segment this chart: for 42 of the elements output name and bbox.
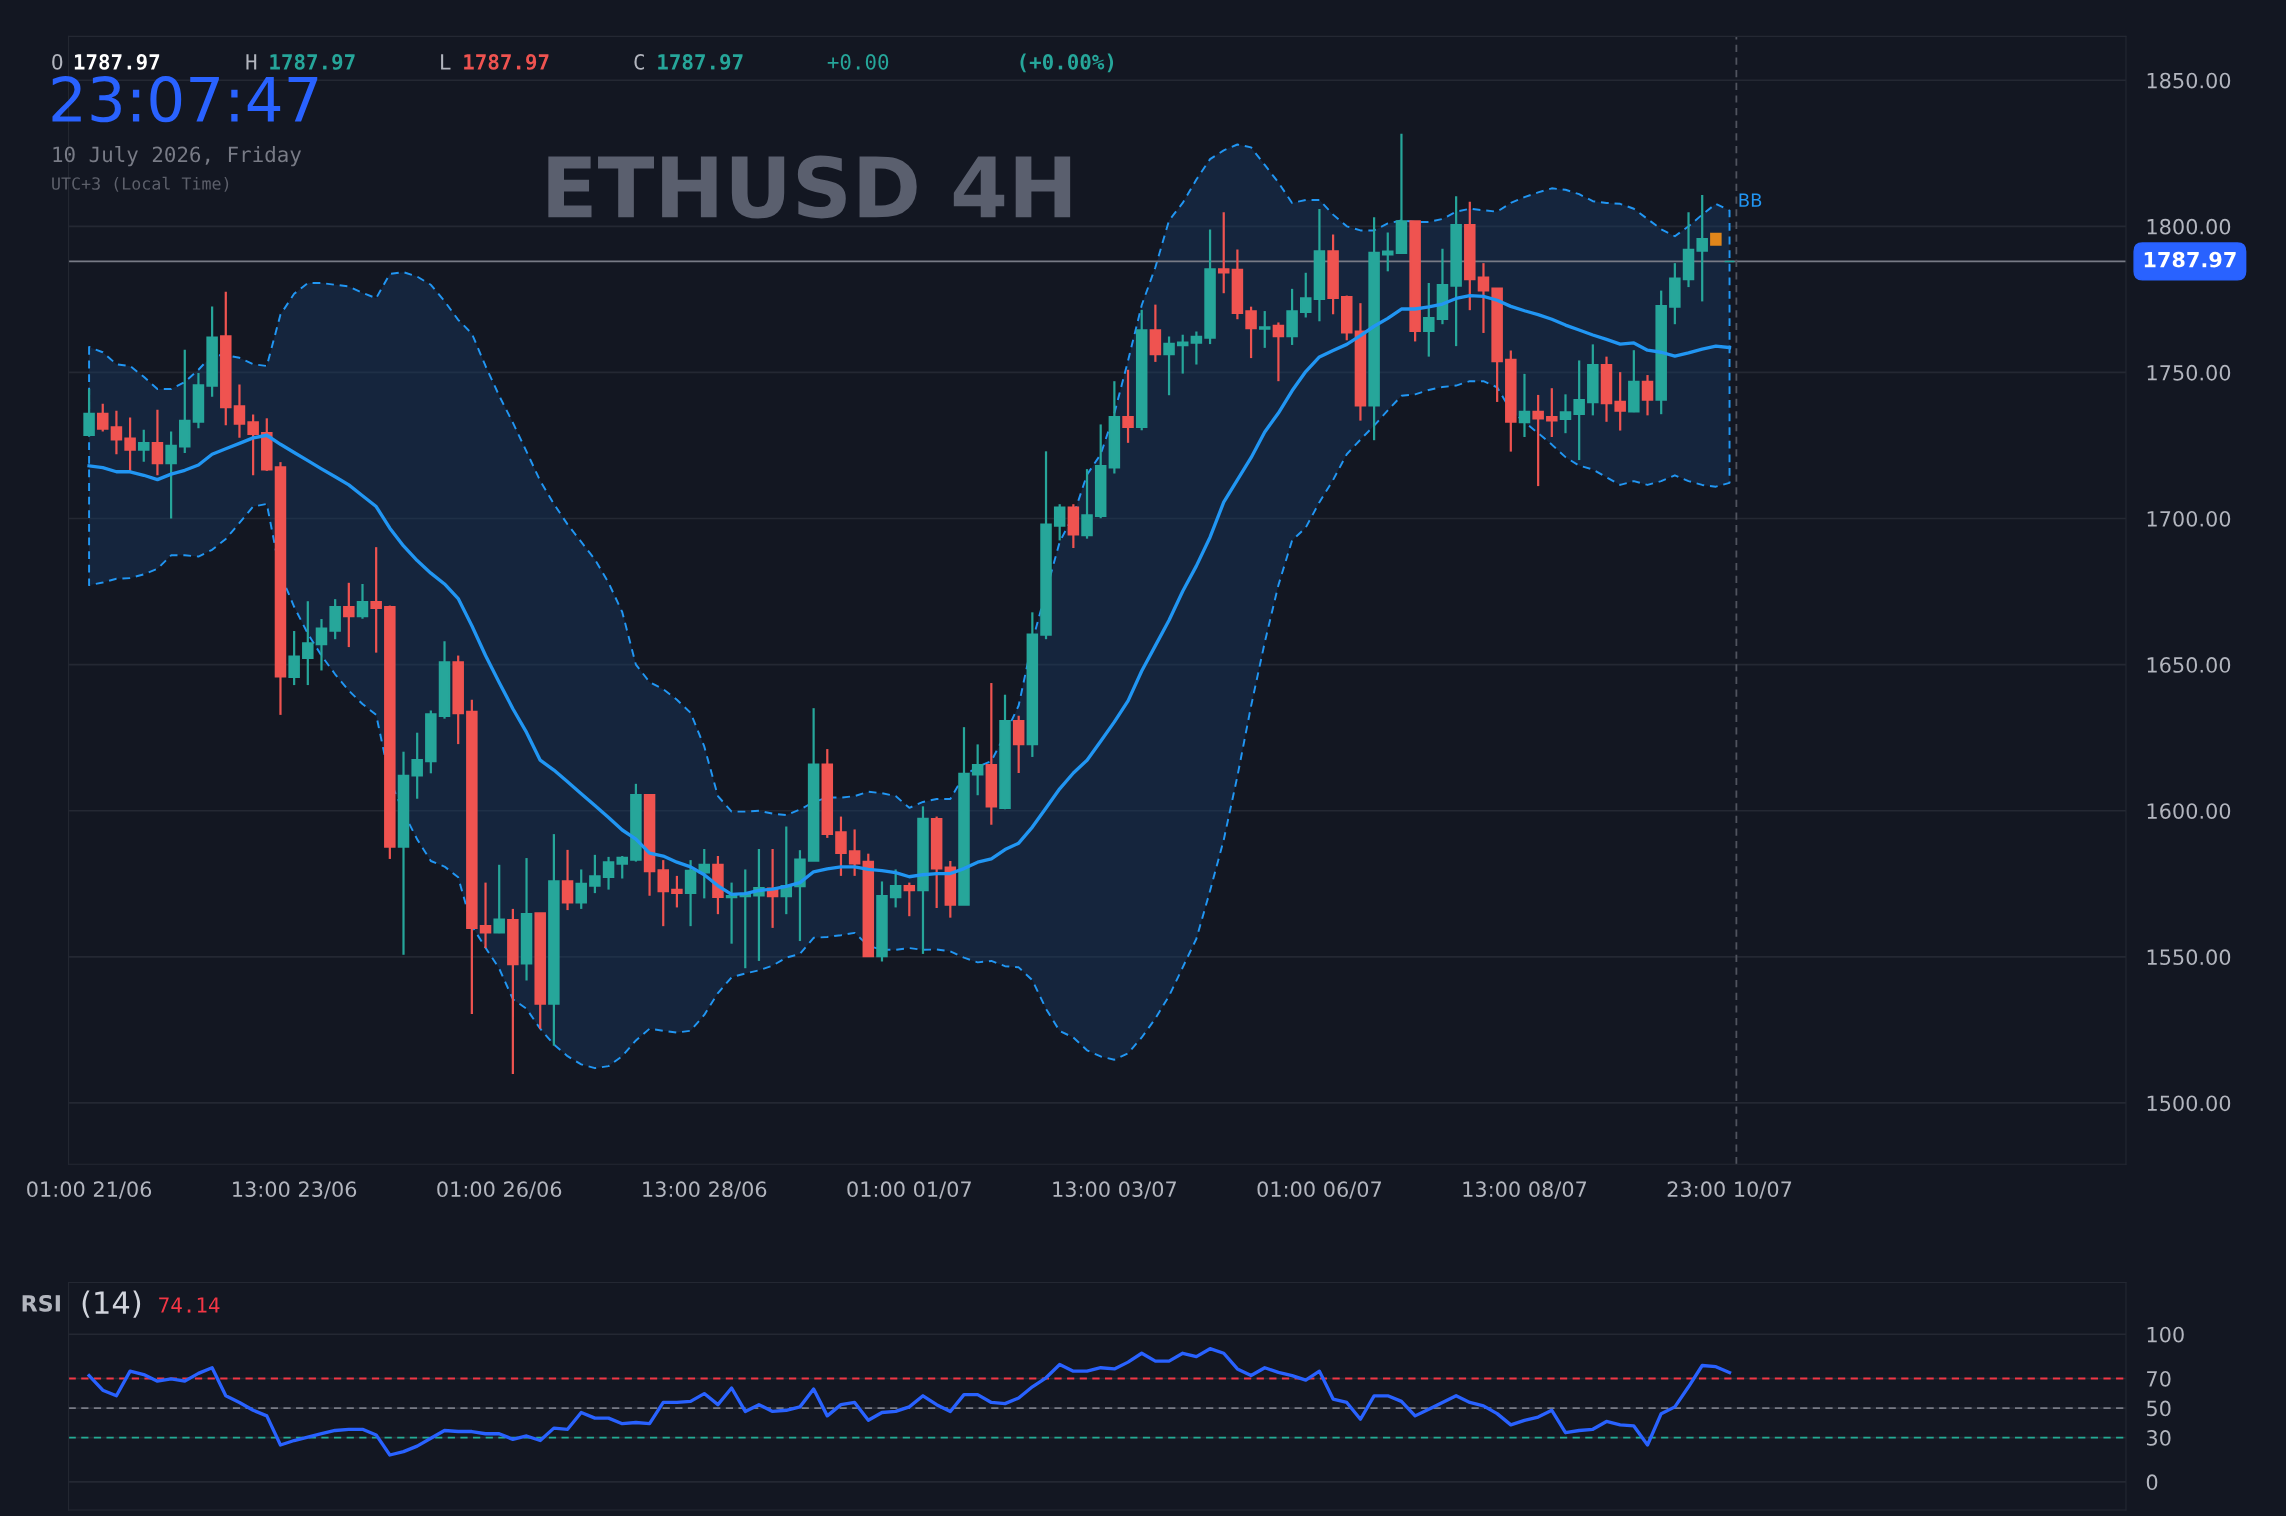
x-tick-label: 13:00 28/06 xyxy=(643,1181,767,1199)
text: ETHUSD 4H xyxy=(548,155,1071,219)
annotation: 1787.97 xyxy=(658,53,743,70)
y-tick-label: 1800.00 xyxy=(2147,218,2231,235)
x-tick-label: 01:00 06/07 xyxy=(1257,1181,1381,1199)
annotation: (+0.00%) xyxy=(1020,53,1114,73)
annotation: 1787.97 xyxy=(270,53,355,70)
y-tick-label: 1750.00 xyxy=(2147,364,2231,381)
y-tick-label: 1650.00 xyxy=(2147,657,2231,673)
x-tick-label: 01:00 01/07 xyxy=(847,1181,971,1199)
annotation: H xyxy=(246,54,257,70)
x-tick-label: 13:00 03/07 xyxy=(1053,1181,1176,1199)
y-tick-label: 100 xyxy=(2147,1326,2184,1343)
y-tick-label: 1500.00 xyxy=(2147,1095,2231,1112)
text: BB xyxy=(1739,193,1762,207)
y-tick-label: 50 xyxy=(2147,1400,2171,1417)
annotation: 23:07:47 xyxy=(52,76,318,123)
x-tick-label: 13:00 23/06 xyxy=(233,1181,357,1199)
y-tick-label: 1850.00 xyxy=(2147,72,2231,89)
annotation: UTC+3 (Local Time) xyxy=(52,176,229,192)
annotation: C xyxy=(634,54,644,70)
annotation: 1787.97 xyxy=(74,53,160,70)
y-tick-label: 1600.00 xyxy=(2147,803,2231,819)
x-tick-label: 13:00 08/07 xyxy=(1463,1181,1587,1199)
annotation: +0.00 xyxy=(827,54,889,70)
chart-title: RSI xyxy=(22,1294,60,1312)
text: O xyxy=(52,54,63,70)
annotation: 1787.97 xyxy=(464,53,549,70)
annotation: L xyxy=(441,54,451,70)
ref-line-label: 1787.97 xyxy=(2144,251,2236,268)
y-tick-label: 30 xyxy=(2147,1430,2171,1446)
line-series xyxy=(87,1347,1732,1457)
annotation: 10 July 2026, Friday xyxy=(53,146,302,167)
y-tick-label: 1700.00 xyxy=(2147,510,2231,527)
x-tick-label: 01:00 26/06 xyxy=(437,1181,562,1199)
y-tick-label: 1550.00 xyxy=(2147,949,2231,966)
annotation: 74.14 xyxy=(159,1297,220,1313)
x-tick-label: 23:00 10/07 xyxy=(1667,1181,1792,1199)
chart-subtitle: (14) xyxy=(82,1290,141,1318)
x-tick-label: 01:00 21/06 xyxy=(27,1181,152,1199)
y-tick-label: 70 xyxy=(2147,1370,2171,1387)
y-tick-label: 0 xyxy=(2146,1474,2158,1491)
